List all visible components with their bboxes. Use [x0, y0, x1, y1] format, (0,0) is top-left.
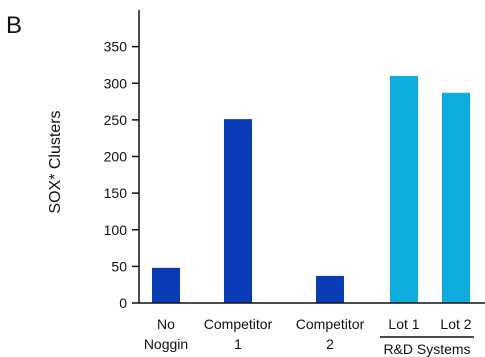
y-tick-label: 100 — [104, 222, 128, 238]
bar-series — [152, 75, 470, 304]
bar — [224, 119, 252, 303]
category-label: 2 — [326, 336, 334, 352]
category-label: Competitor — [204, 316, 273, 332]
category-label: Competitor — [296, 316, 365, 332]
y-tick-label: 150 — [104, 185, 128, 201]
y-tick-label: 200 — [104, 149, 128, 165]
category-labels: No Noggin Competitor 1 Competitor 2 Lot 1 Lot 2 — [144, 316, 472, 352]
bar — [442, 92, 470, 304]
bar — [390, 75, 418, 303]
y-tick-label: 350 — [104, 39, 128, 55]
panel-letter: B — [6, 12, 22, 39]
category-label: 1 — [234, 336, 242, 352]
y-tick-label: 300 — [104, 75, 128, 91]
bar — [152, 267, 180, 303]
category-label: Lot 1 — [388, 316, 419, 332]
y-axis-ticks: 0 50 100 150 200 250 300 350 — [104, 39, 139, 311]
y-tick-label: 250 — [104, 112, 128, 128]
y-tick-label: 0 — [119, 295, 127, 311]
y-tick-label: 50 — [111, 258, 127, 274]
bar — [316, 275, 344, 303]
category-label: Lot 2 — [440, 316, 471, 332]
category-label: No — [157, 316, 175, 332]
y-axis-label: SOX* Clusters — [47, 110, 64, 213]
category-label: Noggin — [144, 336, 188, 352]
group-label: R&D Systems — [383, 341, 470, 357]
